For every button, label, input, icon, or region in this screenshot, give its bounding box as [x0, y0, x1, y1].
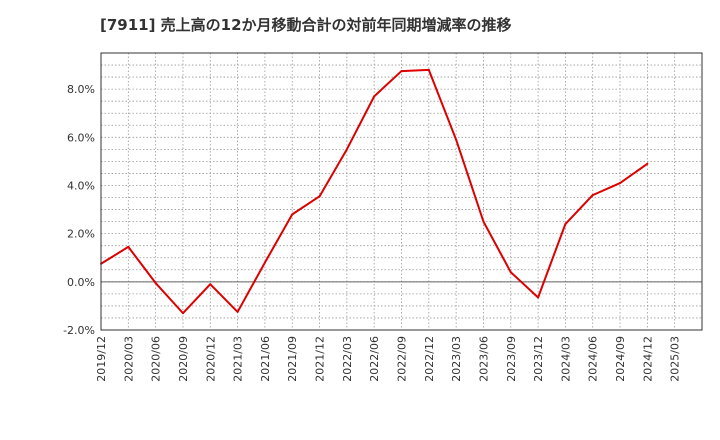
x-tick-label: 2021/12 [314, 336, 327, 382]
y-tick-label: 0.0% [67, 276, 95, 289]
x-tick-label: 2024/06 [587, 336, 600, 382]
data-point [181, 312, 184, 315]
plot-frame [100, 52, 703, 331]
x-axis-ticks: 2019/12 2020/03 2020/06 2020/09 2020/12 2021/… [95, 336, 682, 382]
data-point [345, 148, 348, 151]
data-point [427, 68, 430, 71]
x-tick-label: 2025/03 [669, 336, 682, 382]
y-tick-label: -2.0% [63, 324, 95, 337]
data-point [209, 283, 212, 286]
data-point [318, 195, 321, 198]
data-point [154, 282, 157, 285]
x-tick-label: 2021/03 [232, 336, 245, 382]
x-tick-label: 2021/09 [286, 336, 299, 382]
data-point [236, 310, 239, 313]
x-tick-label: 2022/06 [368, 336, 381, 382]
y-axis-ticks: -2.0% 0.0% 2.0% 4.0% 6.0% 8.0% [63, 83, 95, 337]
y-tick-label: 8.0% [67, 83, 95, 96]
x-tick-label: 2020/12 [204, 336, 217, 382]
x-tick-label: 2020/09 [177, 336, 190, 382]
data-point [263, 261, 266, 264]
plot-border [100, 52, 703, 331]
data-point [564, 223, 567, 226]
chart-title: [7911] 売上高の12か月移動合計の対前年同期増減率の推移 [100, 16, 512, 34]
x-tick-label: 2020/06 [150, 336, 163, 382]
data-point [127, 245, 130, 248]
data-point [509, 271, 512, 274]
x-tick-label: 2022/12 [423, 336, 436, 382]
data-point [537, 296, 540, 299]
x-tick-label: 2024/12 [641, 336, 654, 382]
x-tick-label: 2023/03 [450, 336, 463, 382]
data-point [619, 182, 622, 185]
x-tick-label: 2023/06 [477, 336, 490, 382]
x-tick-label: 2022/09 [396, 336, 409, 382]
data-point [482, 220, 485, 223]
x-tick-label: 2020/03 [122, 336, 135, 382]
y-tick-label: 4.0% [67, 179, 95, 192]
x-tick-label: 2021/06 [259, 336, 272, 382]
data-point [291, 213, 294, 216]
y-tick-label: 6.0% [67, 131, 95, 144]
data-point [591, 194, 594, 197]
x-tick-label: 2023/09 [505, 336, 518, 382]
data-point [373, 95, 376, 98]
series-layer [100, 68, 649, 315]
x-tick-label: 2023/12 [532, 336, 545, 382]
data-point [400, 70, 403, 73]
data-point [646, 162, 649, 165]
x-tick-label: 2022/03 [341, 336, 354, 382]
data-point [455, 138, 458, 141]
grid [100, 52, 703, 331]
y-tick-label: 2.0% [67, 228, 95, 241]
x-tick-label: 2019/12 [95, 336, 108, 382]
x-tick-label: 2024/03 [559, 336, 572, 382]
x-tick-label: 2024/09 [614, 336, 627, 382]
